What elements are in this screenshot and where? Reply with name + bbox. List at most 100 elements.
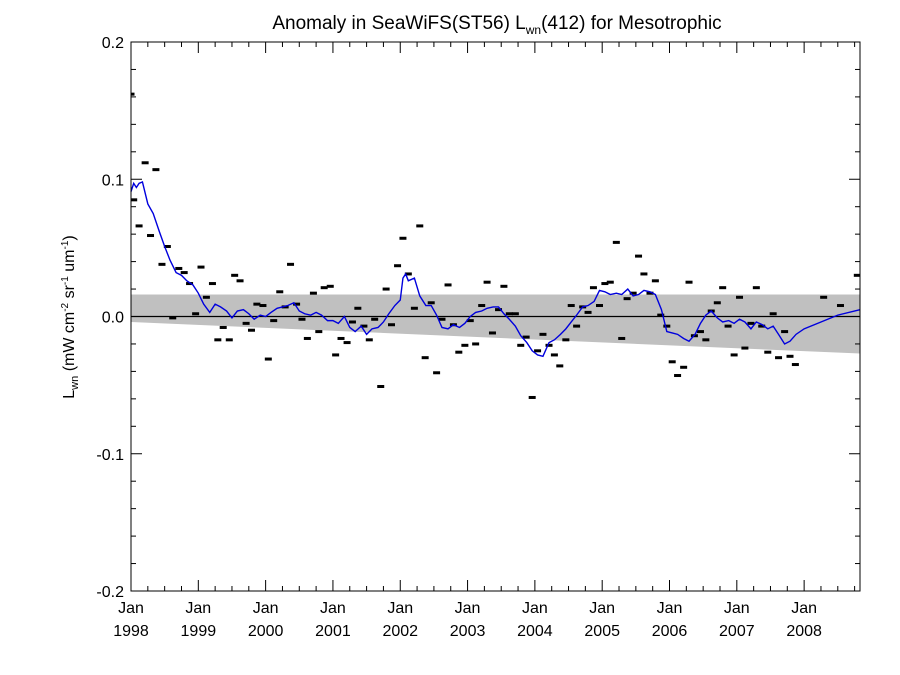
data-point [259,304,267,308]
data-point [332,353,340,357]
data-point [320,286,328,290]
data-point [208,282,216,286]
plot-area: Jan 1998 Jan 1999 Jan 2000 Jan 2001 Jan 2002 Jan 20… [96,35,861,640]
x-tick-label-month: Jan [320,600,346,617]
y-tick-label: -0.1 [96,447,124,464]
data-point [472,342,480,346]
data-point [786,354,794,358]
data-point [152,168,160,172]
data-point [410,306,418,310]
data-point [719,286,727,290]
x-tick-label-month: Jan [791,600,817,617]
data-point [404,272,412,276]
x-tick-labels: Jan 1998 Jan 1999 Jan 2000 Jan 2001 Jan 2002 Jan 20… [113,600,822,640]
data-point [303,336,311,340]
data-point [135,224,143,228]
data-point [169,316,177,320]
data-point [623,297,631,301]
confidence-band-area [131,294,860,354]
data-point [219,325,227,329]
data-point [131,92,135,96]
data-point [618,336,626,340]
data-point [483,280,491,284]
x-tick-label-year: 2001 [315,623,351,640]
data-point [505,312,513,316]
data-point [394,264,402,268]
data-point [309,291,317,295]
data-point [253,302,261,306]
x-tick-label-year: 2005 [584,623,620,640]
data-point [348,320,356,324]
data-point [567,304,575,308]
data-point [752,286,760,290]
data-point [231,273,239,277]
x-tick-label-month: Jan [522,600,548,617]
data-point [438,317,446,321]
y-tick-label: 0.2 [102,35,124,52]
data-point [853,273,860,277]
data-point [326,284,334,288]
x-tick-label-month: Jan [455,600,481,617]
x-tick-label-month: Jan [724,600,750,617]
x-tick-label-year: 1999 [181,623,217,640]
data-point [337,336,345,340]
anomaly-points [131,92,860,399]
data-point [539,332,547,336]
data-point [517,343,525,347]
data-point [399,236,407,240]
data-point [550,353,558,357]
data-point [225,338,233,342]
x-tick-label-year: 1998 [113,623,149,640]
data-point [293,302,301,306]
data-point [298,317,306,321]
data-point [186,282,194,286]
data-point [680,365,688,369]
data-point [657,313,665,317]
data-point [562,338,570,342]
x-tick-label-year: 2003 [450,623,486,640]
data-point [635,254,643,258]
data-point [141,161,149,165]
data-point [500,284,508,288]
data-point [131,198,138,202]
x-tick-label-month: Jan [589,600,615,617]
x-tick-label-month: Jan [253,600,279,617]
data-point [287,262,295,266]
data-point [741,346,749,350]
data-point [668,360,676,364]
data-point [478,304,486,308]
data-point [769,312,777,316]
x-tick-label-year: 2008 [786,623,822,640]
data-point [702,338,710,342]
data-point [775,356,783,360]
data-point [651,279,659,283]
data-point [730,353,738,357]
data-point [595,304,603,308]
data-point [147,234,155,238]
data-point [646,291,654,295]
data-point [214,338,222,342]
data-point [534,349,542,353]
data-point [343,341,351,345]
data-point [606,280,614,284]
data-point [175,266,183,270]
data-point [573,324,581,328]
data-point [747,321,755,325]
data-point [427,301,435,305]
data-point [495,308,503,312]
x-tick-label-month: Jan [118,600,144,617]
y-axis-label: Lwn (mW cm-2 sr-1 um-1) [60,235,81,398]
data-point [202,295,210,299]
data-point [736,295,744,299]
x-tick-label-year: 2006 [652,623,688,640]
x-tick-label-year: 2004 [517,623,553,640]
data-point [377,384,385,388]
data-point [781,330,789,334]
data-point [545,343,553,347]
data-point [820,295,828,299]
data-point [612,240,620,244]
data-point [663,324,671,328]
data-point [713,301,721,305]
data-point [371,317,379,321]
data-point [365,338,373,342]
